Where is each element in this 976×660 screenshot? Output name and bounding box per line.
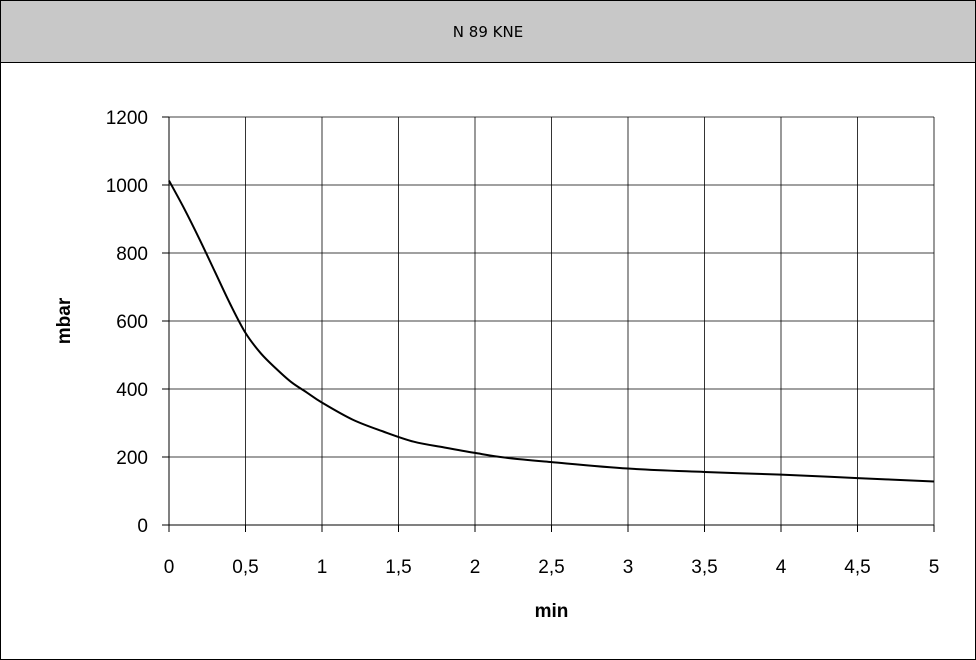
y-tick-label: 800 — [116, 244, 148, 265]
x-tick-label: 3,5 — [691, 557, 717, 578]
y-tick-label: 1000 — [106, 176, 148, 197]
x-tick-label: 1 — [317, 557, 328, 578]
chart-header: N 89 KNE — [1, 1, 975, 63]
y-tick-label: 0 — [137, 516, 148, 537]
chart-title: N 89 KNE — [452, 22, 524, 41]
x-tick-label: 2,5 — [538, 557, 564, 578]
y-axis-title: mbar — [54, 297, 75, 344]
x-tick-label: 4,5 — [844, 557, 870, 578]
series-line — [168, 180, 935, 483]
x-tick-label: 3 — [623, 557, 634, 578]
x-tick-label: 0 — [164, 557, 175, 578]
y-tick-label: 400 — [116, 380, 148, 401]
x-tick-label: 0,5 — [232, 557, 258, 578]
y-tick-label: 1200 — [106, 108, 148, 129]
x-axis-title: min — [535, 601, 569, 622]
x-tick-label: 4 — [776, 557, 787, 578]
x-tick-label: 5 — [929, 557, 940, 578]
y-tick-label: 200 — [116, 448, 148, 469]
y-tick-label: 600 — [116, 312, 148, 333]
x-tick-label: 2 — [470, 557, 481, 578]
x-tick-label: 1,5 — [385, 557, 411, 578]
